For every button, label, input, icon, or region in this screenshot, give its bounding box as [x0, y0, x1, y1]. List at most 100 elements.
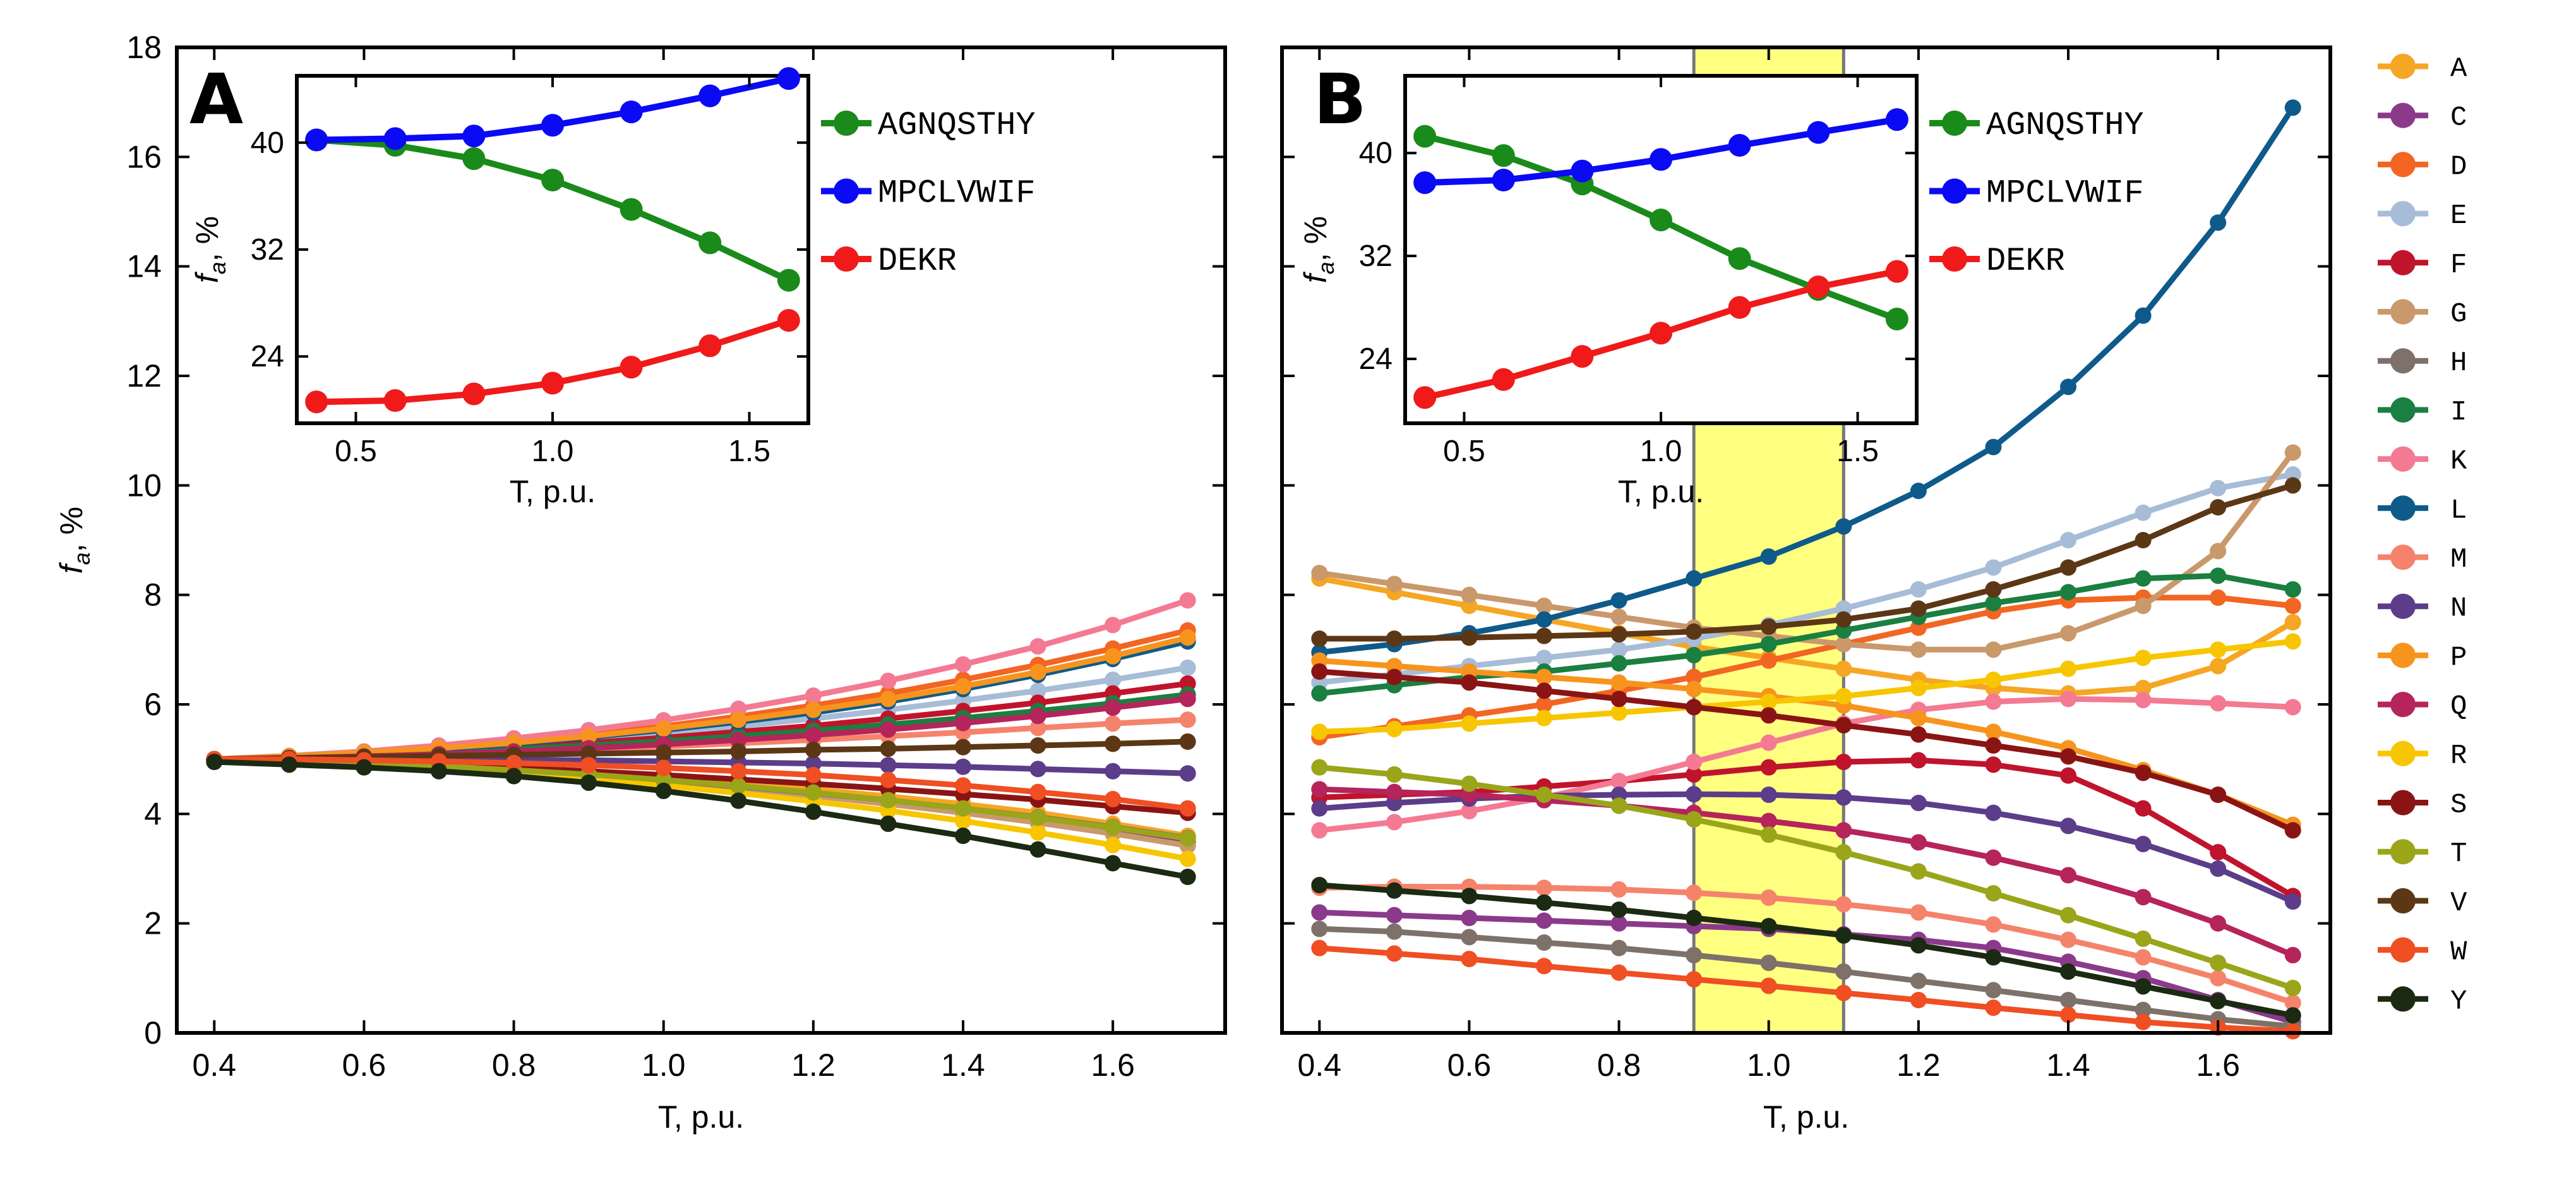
series-Y: [1311, 877, 2301, 1024]
legend-marker: [2390, 937, 2416, 963]
data-point: [1985, 804, 2002, 821]
data-point: [2284, 477, 2301, 494]
data-point: [1835, 688, 1852, 704]
data-point: [655, 759, 672, 776]
data-point: [1610, 691, 1627, 708]
x-tick-label: 1.2: [791, 1047, 836, 1083]
data-point: [1461, 803, 1478, 819]
legend-entry-I: I: [2378, 397, 2467, 428]
data-point: [1910, 709, 1927, 727]
series-line-Q: [1319, 786, 2294, 958]
legend-entry-G: G: [2378, 299, 2467, 330]
data-point: [1105, 790, 1122, 807]
inset-data-point: [1492, 169, 1515, 191]
data-point: [1835, 984, 1852, 1001]
data-point: [1985, 672, 2002, 688]
panel-letter: B: [1314, 59, 1367, 140]
data-point: [1835, 844, 1852, 860]
data-point: [1386, 882, 1403, 899]
inset-x-tick-label: 1.0: [532, 435, 574, 468]
inset-x-tick-label: 0.5: [335, 435, 377, 468]
series-line-Y: [1319, 882, 2294, 1018]
series-line-T: [1319, 764, 2294, 991]
inset-y-axis-label: fa, %: [1298, 216, 1339, 283]
data-point: [1760, 734, 1777, 751]
data-point: [2210, 589, 2227, 606]
legend-label: L: [2450, 495, 2467, 526]
data-point: [1105, 672, 1122, 688]
legend-entry-K: K: [2378, 446, 2467, 478]
data-point: [1311, 759, 1328, 776]
data-point: [1686, 946, 1703, 963]
inset-data-point: [1492, 144, 1515, 167]
data-point: [2284, 614, 2301, 630]
inset-legend-entry: DEKR: [1929, 243, 2065, 280]
data-point: [2060, 907, 2076, 924]
data-point: [1985, 438, 2002, 455]
x-tick-label: 0.4: [1298, 1047, 1342, 1083]
data-point: [580, 728, 597, 745]
x-tick-label: 1.4: [2046, 1047, 2090, 1083]
data-point: [2210, 641, 2227, 658]
inset-data-point: [305, 128, 328, 152]
legend-entry-Y: Y: [2378, 986, 2467, 1017]
data-point: [2060, 767, 2076, 784]
data-point: [1179, 711, 1196, 728]
data-point: [1985, 885, 2002, 902]
data-point: [730, 732, 747, 749]
data-point: [1386, 907, 1403, 924]
data-point: [505, 754, 522, 771]
data-point: [2135, 532, 2152, 548]
series-line-V: [214, 739, 1188, 763]
legend-entry-W: W: [2378, 937, 2467, 968]
data-point: [1985, 756, 2002, 773]
data-point: [730, 778, 747, 795]
data-point: [2135, 978, 2152, 995]
inset-y-tick-label: 24: [251, 340, 284, 373]
inset-legend-entry: MPCLVWIF: [821, 175, 1036, 212]
data-point: [1686, 668, 1703, 685]
data-point: [805, 803, 822, 820]
legend-marker: [2390, 54, 2416, 79]
data-point: [1536, 894, 1552, 911]
data-point: [1386, 668, 1403, 685]
data-point: [2284, 979, 2301, 996]
data-point: [1686, 884, 1703, 902]
inset-data-point: [1571, 345, 1594, 368]
legend-label: R: [2450, 740, 2467, 772]
data-point: [1386, 576, 1403, 593]
legend-marker: [2390, 446, 2416, 472]
inset-data-point: [777, 268, 800, 292]
series-line-A: [1319, 576, 2294, 697]
data-point: [1760, 693, 1777, 710]
data-point: [2210, 479, 2227, 497]
x-tick-label: 0.8: [492, 1047, 536, 1083]
data-point: [1029, 720, 1046, 737]
data-point: [955, 656, 971, 673]
data-point: [2135, 504, 2152, 521]
data-point: [880, 672, 897, 689]
inset-x-axis-label: T, p.u.: [510, 474, 596, 509]
data-point: [1686, 766, 1703, 783]
y-tick-label: 14: [126, 249, 162, 284]
inset-data-point: [777, 309, 800, 332]
data-point: [1179, 830, 1196, 847]
data-point: [2060, 817, 2076, 835]
data-point: [955, 777, 971, 794]
data-point: [1610, 797, 1627, 814]
legend-entry-E: E: [2378, 200, 2467, 232]
y-tick-label: 10: [126, 467, 162, 503]
data-point: [2060, 625, 2076, 642]
data-point: [730, 743, 747, 760]
data-point: [1536, 611, 1552, 628]
data-point: [1610, 939, 1627, 956]
data-point: [880, 815, 897, 832]
data-point: [1910, 641, 1927, 658]
data-point: [805, 784, 822, 801]
legend-marker: [2390, 790, 2416, 816]
legend-marker: [2390, 740, 2416, 766]
data-point: [356, 759, 373, 776]
data-point: [1461, 951, 1478, 967]
